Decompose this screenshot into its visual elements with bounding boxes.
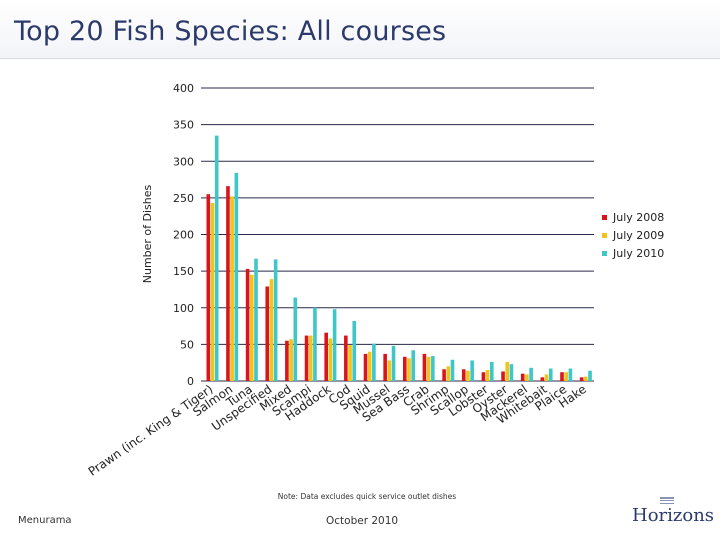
bar xyxy=(324,332,328,381)
bar xyxy=(214,135,219,381)
bar xyxy=(588,370,592,381)
bar xyxy=(293,297,298,381)
bar xyxy=(206,194,211,381)
y-tick-label: 350 xyxy=(173,119,194,132)
bar xyxy=(584,376,588,381)
bar xyxy=(505,361,510,381)
bar xyxy=(481,372,486,381)
legend-label: July 2009 xyxy=(612,229,664,242)
bar xyxy=(332,309,337,381)
bar xyxy=(210,203,215,381)
y-tick-label: 100 xyxy=(173,302,194,315)
bar xyxy=(387,360,392,381)
bar xyxy=(461,369,466,381)
bar xyxy=(269,279,274,381)
y-tick-label: 150 xyxy=(173,265,194,278)
page-title: Top 20 Fish Species: All courses xyxy=(14,16,447,47)
y-tick-label: 300 xyxy=(173,155,194,168)
bar xyxy=(273,259,278,381)
y-tick-label: 200 xyxy=(173,229,194,242)
x-tick-label: Prawn (inc. King & Tiger) xyxy=(86,382,216,479)
bar xyxy=(490,361,494,381)
bar xyxy=(230,196,234,381)
bar xyxy=(363,353,368,381)
bar xyxy=(289,339,293,381)
bar xyxy=(540,377,545,381)
title-bar: Top 20 Fish Species: All courses xyxy=(0,0,720,59)
bar xyxy=(383,353,387,381)
bar xyxy=(560,372,564,381)
legend-label: July 2010 xyxy=(612,247,664,260)
horizons-logo: Horizons xyxy=(632,497,714,527)
bar xyxy=(525,374,529,381)
footer-source: Menurama xyxy=(18,515,72,526)
bar xyxy=(544,374,549,381)
bar xyxy=(485,370,490,381)
legend-swatch xyxy=(602,215,607,220)
y-tick-label: 50 xyxy=(180,338,194,351)
bar xyxy=(391,345,396,381)
bar xyxy=(564,372,568,381)
bar xyxy=(411,350,415,381)
legend-swatch xyxy=(602,251,607,256)
legend-label: July 2008 xyxy=(612,211,664,224)
bar xyxy=(367,351,372,381)
bar xyxy=(328,338,333,381)
bar xyxy=(501,371,505,381)
y-tick-label: 250 xyxy=(173,192,194,205)
bar xyxy=(431,356,435,381)
logo-text: Horizons xyxy=(632,505,715,526)
y-axis-title: Number of Dishes xyxy=(141,184,154,283)
bar xyxy=(352,320,357,381)
bar xyxy=(407,358,411,381)
bar xyxy=(450,359,455,381)
bar xyxy=(372,343,376,381)
y-tick-label: 400 xyxy=(173,82,194,95)
bar xyxy=(579,377,584,381)
bar xyxy=(313,307,317,381)
bar xyxy=(348,345,352,381)
bar xyxy=(520,373,525,381)
bar xyxy=(308,335,313,381)
footer-date: October 2010 xyxy=(326,515,399,527)
bar xyxy=(548,368,553,381)
bar xyxy=(509,364,514,381)
bar xyxy=(285,340,289,381)
bar xyxy=(442,369,446,381)
bar xyxy=(234,172,239,381)
bar xyxy=(226,186,230,381)
bar xyxy=(446,366,451,381)
legend-swatch xyxy=(602,233,607,238)
bar xyxy=(265,286,270,381)
bar xyxy=(344,335,348,381)
bar xyxy=(250,274,254,381)
logo-mark-icon xyxy=(660,497,674,505)
bar xyxy=(568,368,573,381)
bar xyxy=(466,370,470,381)
bar xyxy=(245,268,250,381)
chart-note: Note: Data excludes quick service outlet… xyxy=(277,492,457,501)
bar xyxy=(254,258,258,381)
bar xyxy=(470,360,474,381)
bar xyxy=(422,353,427,381)
bar xyxy=(403,356,407,381)
bar xyxy=(426,356,431,381)
y-tick-label: 0 xyxy=(187,375,194,388)
bar xyxy=(529,367,533,381)
bar xyxy=(304,335,309,381)
